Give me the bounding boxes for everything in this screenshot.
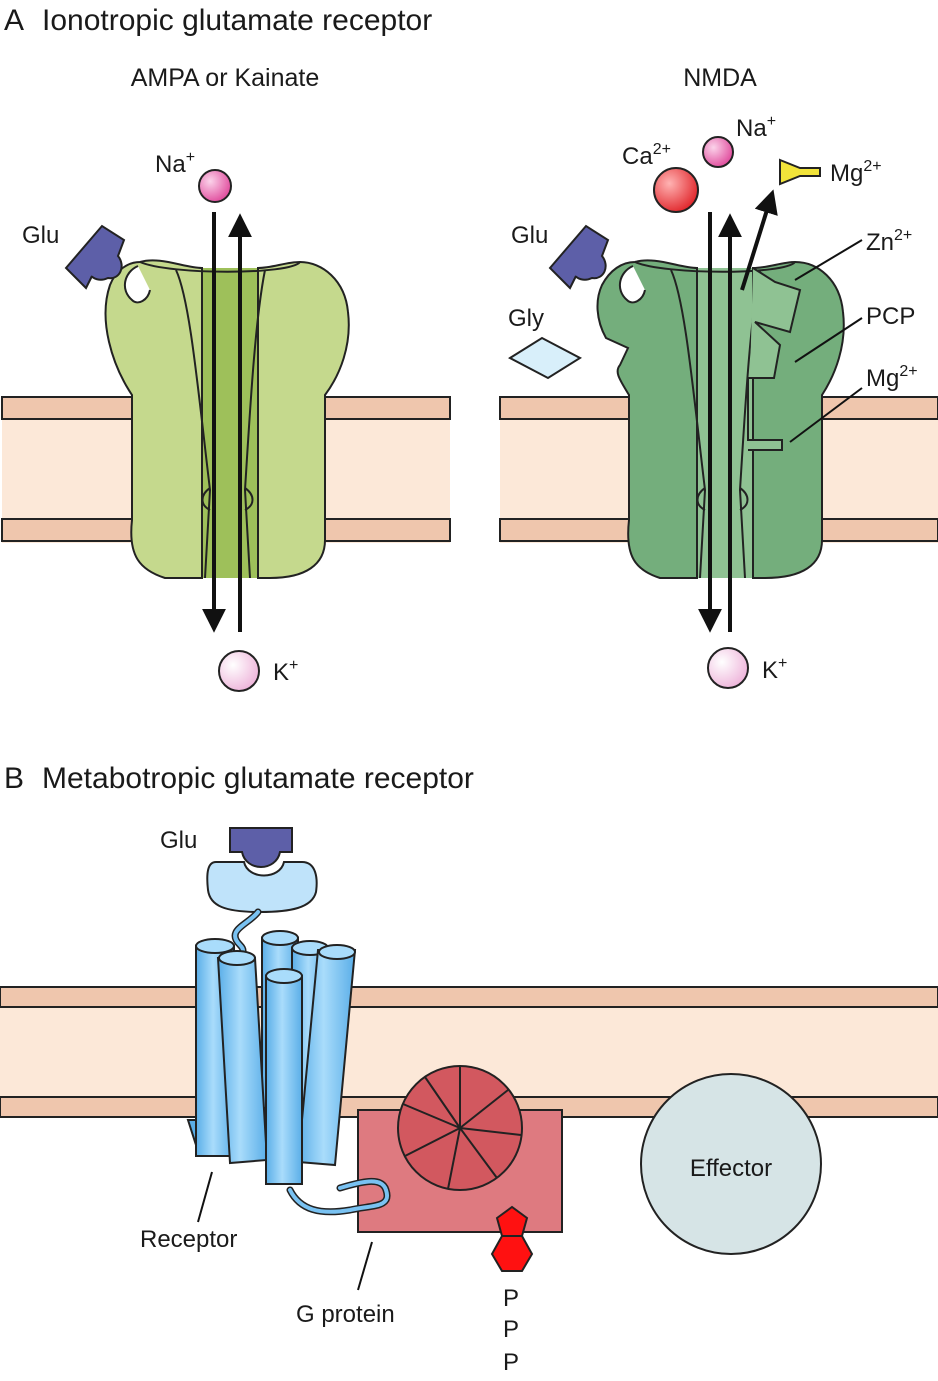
receptor-helix-bundle [186, 930, 357, 1185]
nmda-mg-exit-arrow [740, 189, 778, 291]
nmda-receptor-channel [596, 259, 845, 579]
effector-circle [640, 1073, 822, 1255]
ampa-title: AMPA or Kainate [131, 64, 320, 92]
nmda-ca-ion [653, 167, 699, 213]
panel-b: B Metabotropic glutamate receptor Glu [0, 762, 938, 1376]
mg-site-leader-line [789, 387, 863, 443]
phosphate-label-3: P [503, 1349, 519, 1376]
panel-b-title: Metabotropic glutamate receptor [42, 762, 474, 795]
ampa-na-label: Na+ [155, 149, 195, 178]
nmda-gly-ligand [507, 336, 583, 380]
receptor-label: Receptor [140, 1226, 237, 1253]
receptor-binding-domain [206, 861, 318, 914]
panel-a-title: Ionotropic glutamate receptor [42, 4, 432, 37]
nmda-mg-site-label: Mg2+ [866, 363, 918, 392]
phosphate-label-2: P [503, 1316, 519, 1343]
ampa-glu-label: Glu [22, 222, 59, 249]
g-protein-leader-line [357, 1241, 373, 1291]
mglu-glu-ligand [229, 827, 293, 868]
nmda-k-ion [707, 647, 749, 689]
ampa-glu-ligand [64, 224, 126, 290]
effector-label: Effector [690, 1155, 772, 1182]
nmda-gly-label: Gly [508, 305, 544, 332]
ampa-na-ion [198, 169, 232, 203]
mglu-glu-label: Glu [160, 827, 197, 854]
receptor-leader-line [197, 1171, 213, 1223]
g-protein-wheel [397, 1065, 523, 1191]
panel-b-letter: B [4, 762, 24, 795]
phosphate-icon-2 [490, 1235, 534, 1272]
nmda-mg-top-label: Mg2+ [830, 158, 882, 187]
zn-leader-line [794, 239, 863, 281]
nmda-zn-label: Zn2+ [866, 227, 912, 256]
pcp-leader-line [794, 317, 863, 363]
nmda-na-ion [702, 136, 734, 168]
phosphate-icon-1 [495, 1205, 529, 1237]
nmda-title: NMDA [683, 64, 757, 92]
receptor-c-tail [288, 1179, 390, 1214]
panel-a-letter: A [4, 4, 24, 37]
mg-block-icon [779, 158, 821, 186]
nmda-k-label: K+ [762, 655, 787, 684]
nmda-ca-label: Ca2+ [622, 141, 671, 170]
nmda-na-label: Na+ [736, 113, 776, 142]
nmda-pcp-label: PCP [866, 303, 915, 330]
ampa-k-ion [218, 650, 260, 692]
ampa-k-label: K+ [273, 657, 298, 686]
nmda-glu-ligand [548, 224, 610, 290]
phosphate-label-1: P [503, 1285, 519, 1312]
panel-a: A Ionotropic glutamate receptor AMPA or … [1, 4, 938, 692]
nmda-glu-label: Glu [511, 222, 548, 249]
ampa-receptor-channel [104, 259, 350, 579]
g-protein-label: G protein [296, 1301, 395, 1328]
